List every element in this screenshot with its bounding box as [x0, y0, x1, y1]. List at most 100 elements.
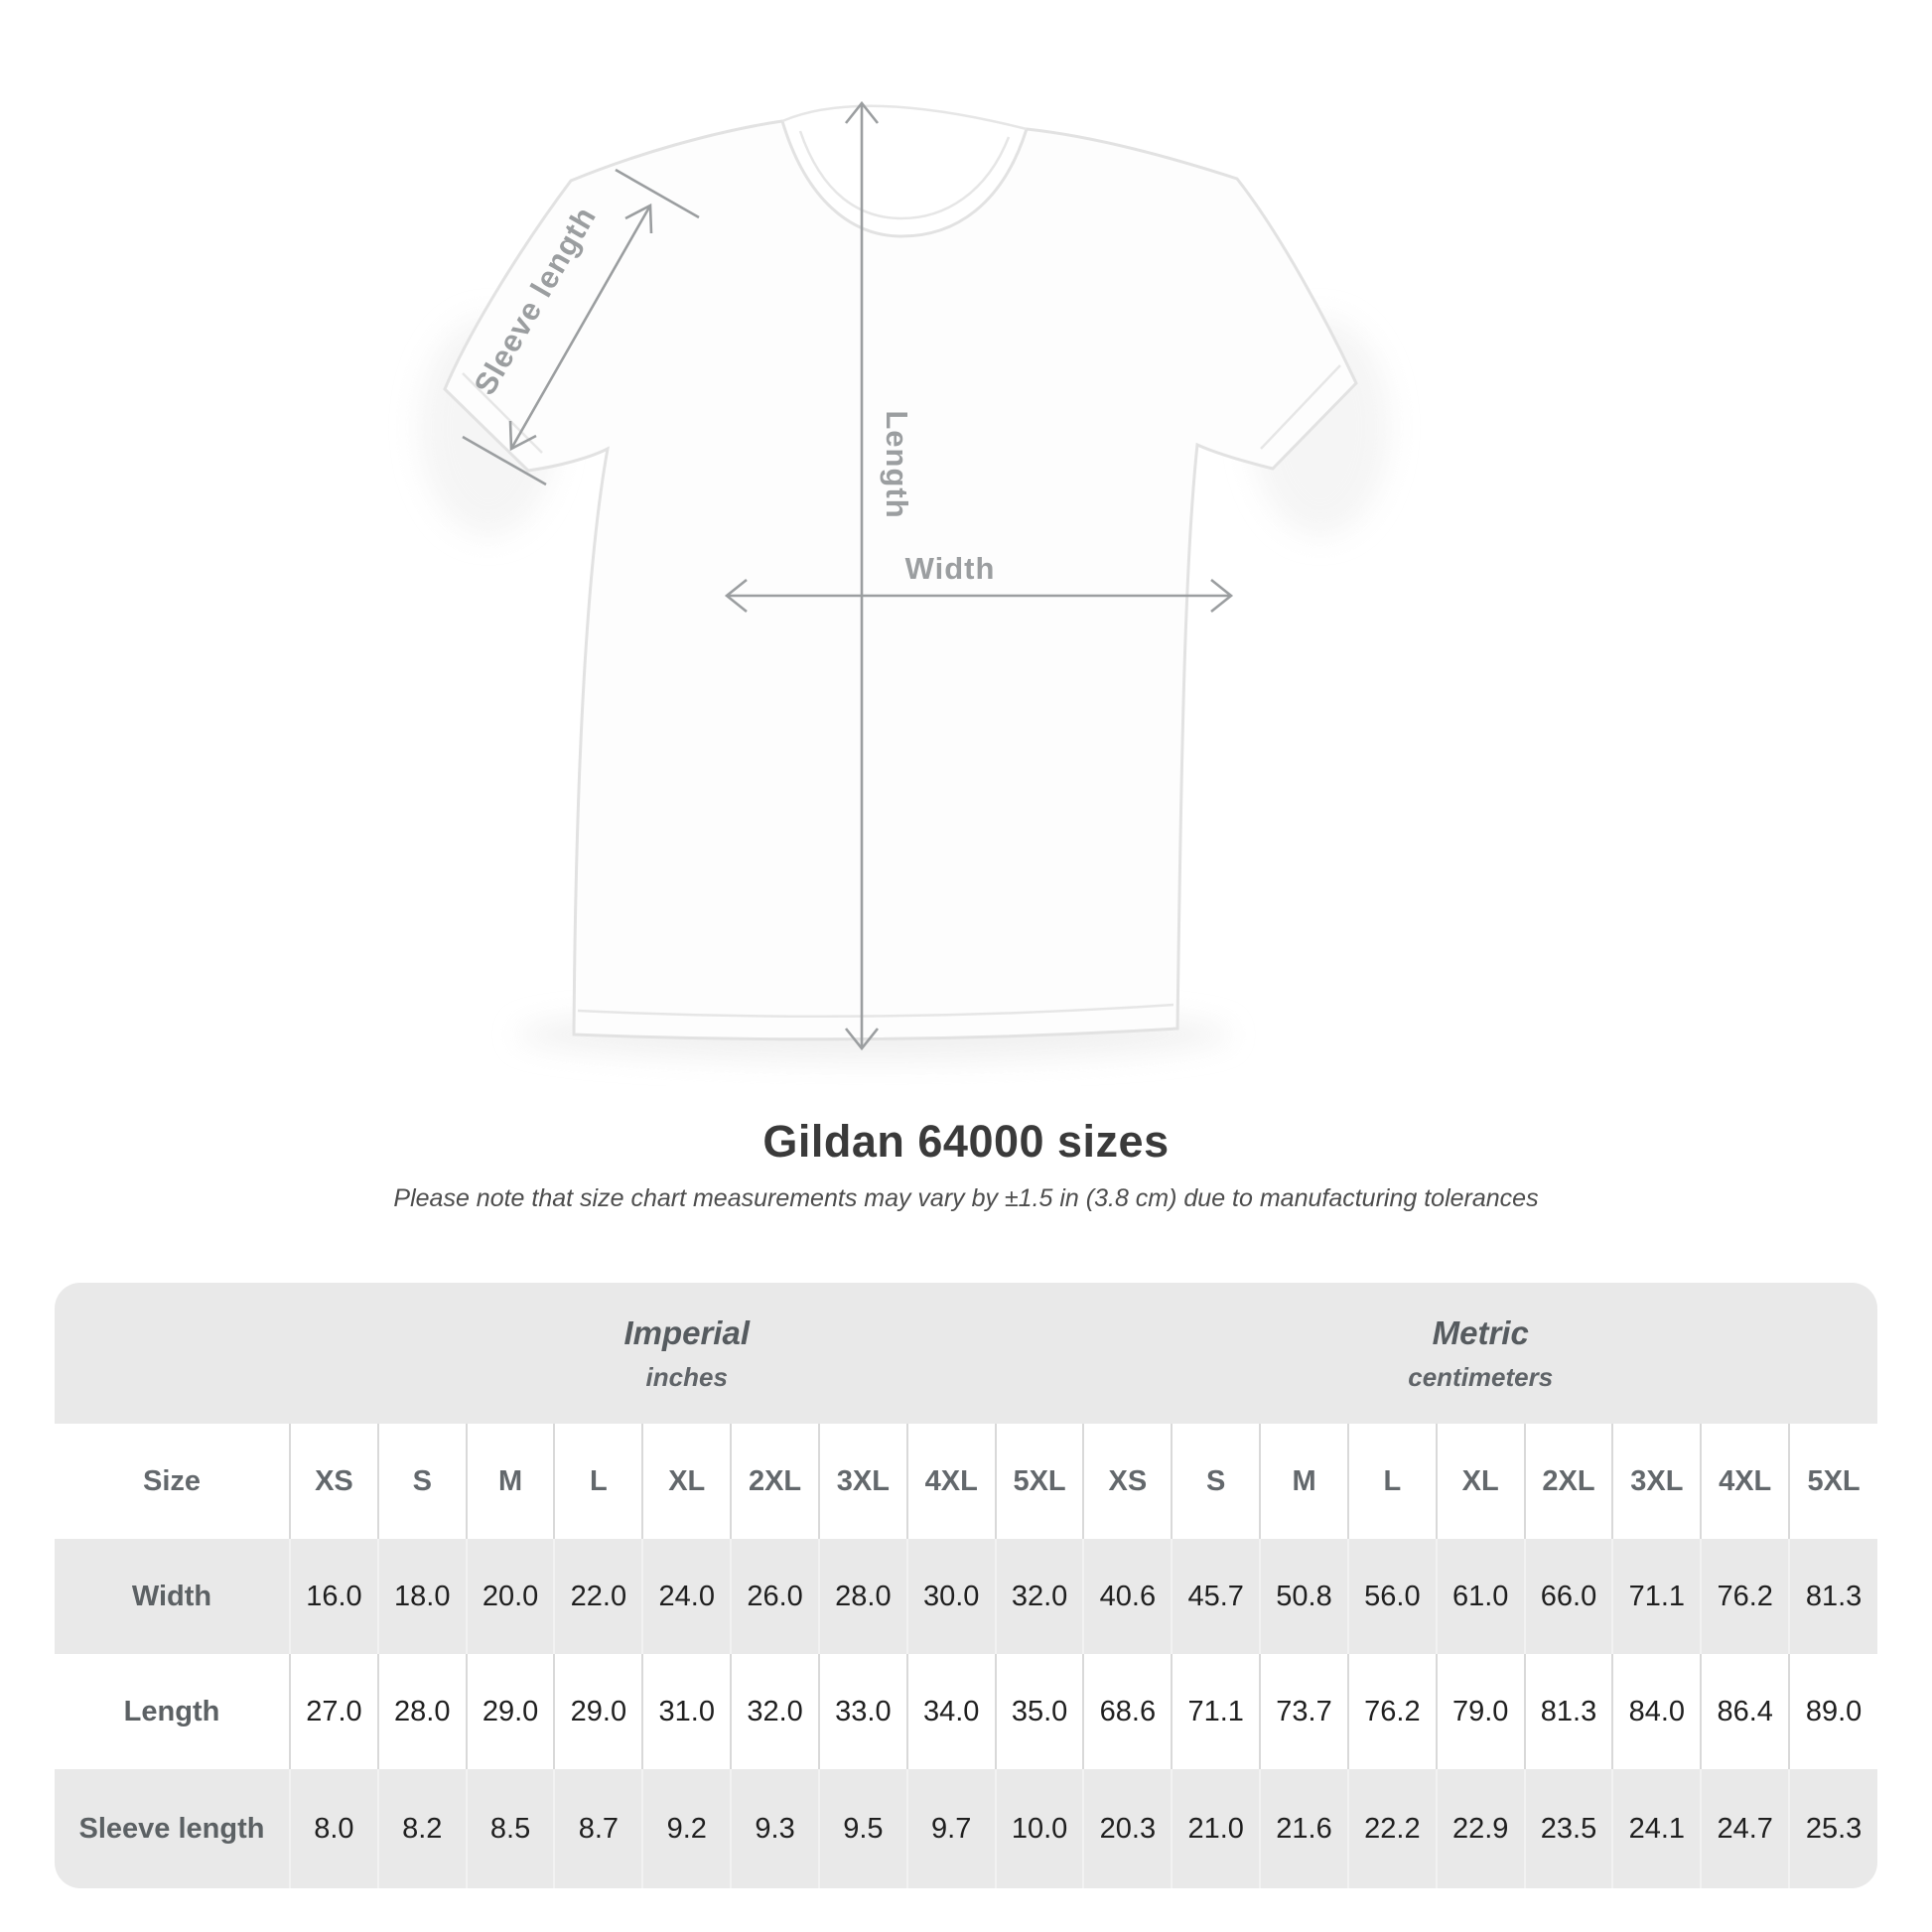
value-cell: 9.3	[730, 1769, 819, 1888]
value-cell: 56.0	[1346, 1539, 1437, 1654]
length-label: Length	[880, 410, 914, 518]
value-cell: 81.3	[1788, 1539, 1877, 1654]
value-cell: 40.6	[1082, 1539, 1173, 1654]
value-cell: 8.7	[553, 1769, 643, 1888]
value-cell: 20.0	[465, 1539, 555, 1654]
tshirt-illustration	[443, 104, 1358, 1041]
value-cell: 25.3	[1788, 1769, 1877, 1888]
unit-band-row: Imperial inches Metric centimeters	[55, 1283, 1877, 1424]
size-header-row: Size XS S M L XL 2XL 3XL 4XL 5XL XS S M L XL 2XL 3XL 4XL 5…	[55, 1424, 1877, 1539]
size-header-cell: 2XL	[1523, 1424, 1613, 1539]
row-label: Width	[131, 1580, 212, 1612]
size-header-cell: 3XL	[817, 1424, 907, 1539]
value-cell: 9.5	[817, 1769, 907, 1888]
right-cuff-seam	[1260, 364, 1341, 450]
size-header-cell: 5XL	[994, 1424, 1084, 1539]
value-cell: 68.6	[1082, 1654, 1173, 1769]
measurement-row: Width 16.0 18.0 20.0 22.0 24.0 26.0 28.0 30.0 32.…	[55, 1539, 1877, 1654]
size-header-cell: M	[465, 1424, 555, 1539]
value-cell: 24.0	[641, 1539, 732, 1654]
value-cell: 23.5	[1523, 1769, 1613, 1888]
row-label: Length	[123, 1695, 220, 1727]
size-header-cell: 4XL	[1700, 1424, 1790, 1539]
value-cell: 24.1	[1611, 1769, 1702, 1888]
value-cell: 30.0	[905, 1539, 996, 1654]
collar-inner-seam	[798, 130, 1011, 220]
value-cell: 34.0	[905, 1654, 996, 1769]
value-cell: 81.3	[1523, 1654, 1613, 1769]
size-header-cell: L	[1346, 1424, 1437, 1539]
size-table: Imperial inches Metric centimeters Size XS S M L…	[55, 1283, 1877, 1888]
collar-outer-seam	[781, 104, 1028, 131]
value-cell: 45.7	[1171, 1539, 1261, 1654]
size-header-cell: 4XL	[905, 1424, 996, 1539]
measurement-row: Sleeve length 8.0 8.2 8.5 8.7 9.2 9.3 9.5 9.7 10.…	[55, 1769, 1877, 1888]
size-header-cell: XS	[289, 1424, 378, 1539]
size-header-cell: XL	[1435, 1424, 1525, 1539]
unit-group-header: Metric centimeters	[1083, 1283, 1877, 1424]
value-cell: 8.2	[376, 1769, 467, 1888]
size-header-cell: S	[1171, 1424, 1261, 1539]
value-cell: 76.2	[1346, 1654, 1437, 1769]
size-table-head: Imperial inches Metric centimeters Size XS S M L…	[55, 1283, 1877, 1539]
unit-group-unit: centimeters	[1408, 1361, 1554, 1392]
size-header-cell: XL	[641, 1424, 732, 1539]
value-cell: 76.2	[1700, 1539, 1790, 1654]
value-cell: 16.0	[289, 1539, 378, 1654]
size-header-cell: 3XL	[1611, 1424, 1702, 1539]
size-table-grid: Imperial inches Metric centimeters Size XS S M L…	[55, 1283, 1877, 1888]
length-arrow	[844, 100, 880, 1051]
value-cell: 29.0	[465, 1654, 555, 1769]
value-cell: 32.0	[730, 1654, 819, 1769]
tshirt-measurement-diagram: Length Width Sleeve length	[419, 100, 1390, 1060]
value-cell: 28.0	[376, 1654, 467, 1769]
value-cell: 32.0	[994, 1539, 1084, 1654]
measurement-row: Length 27.0 28.0 29.0 29.0 31.0 32.0 33.0 34.0 35…	[55, 1654, 1877, 1769]
value-cell: 8.0	[289, 1769, 378, 1888]
value-cell: 8.5	[465, 1769, 555, 1888]
unit-group-name: Metric	[1432, 1313, 1529, 1351]
value-cell: 22.2	[1346, 1769, 1437, 1888]
size-header-cell: M	[1259, 1424, 1348, 1539]
value-cell: 18.0	[376, 1539, 467, 1654]
table-corner-cell	[55, 1283, 290, 1424]
unit-group-name: Imperial	[623, 1313, 750, 1351]
value-cell: 31.0	[641, 1654, 732, 1769]
value-cell: 24.7	[1700, 1769, 1790, 1888]
row-label: Sleeve length	[78, 1812, 265, 1845]
unit-group-unit: inches	[645, 1361, 728, 1392]
value-cell: 9.2	[641, 1769, 732, 1888]
size-header-cell: 5XL	[1788, 1424, 1877, 1539]
size-table-body: Width 16.0 18.0 20.0 22.0 24.0 26.0 28.0 30.0 32.…	[55, 1539, 1877, 1888]
value-cell: 50.8	[1259, 1539, 1348, 1654]
value-cell: 28.0	[817, 1539, 907, 1654]
value-cell: 10.0	[994, 1769, 1084, 1888]
value-cell: 22.0	[553, 1539, 643, 1654]
page-title: Gildan 64000 sizes	[762, 1116, 1170, 1167]
hem-seam	[577, 1003, 1174, 1019]
value-cell: 27.0	[289, 1654, 378, 1769]
value-cell: 86.4	[1700, 1654, 1790, 1769]
size-header-cell: L	[553, 1424, 643, 1539]
unit-group-header: Imperial inches	[290, 1283, 1084, 1424]
value-cell: 22.9	[1435, 1769, 1525, 1888]
size-header-cell: S	[376, 1424, 467, 1539]
value-cell: 21.6	[1259, 1769, 1348, 1888]
value-cell: 79.0	[1435, 1654, 1525, 1769]
tolerance-note: Please note that size chart measurements…	[393, 1184, 1539, 1212]
width-arrow	[724, 578, 1234, 614]
size-column-header: Size	[55, 1424, 290, 1539]
size-header-cell: XS	[1082, 1424, 1173, 1539]
width-label: Width	[905, 551, 996, 586]
tshirt-body	[443, 119, 1358, 1041]
value-cell: 61.0	[1435, 1539, 1525, 1654]
sleeve-length-arrow	[462, 168, 700, 486]
value-cell: 21.0	[1171, 1769, 1261, 1888]
value-cell: 29.0	[553, 1654, 643, 1769]
value-cell: 71.1	[1611, 1539, 1702, 1654]
value-cell: 20.3	[1082, 1769, 1173, 1888]
value-cell: 66.0	[1523, 1539, 1613, 1654]
value-cell: 84.0	[1611, 1654, 1702, 1769]
tshirt-diagram-svg: Length Width Sleeve length	[419, 100, 1390, 1060]
